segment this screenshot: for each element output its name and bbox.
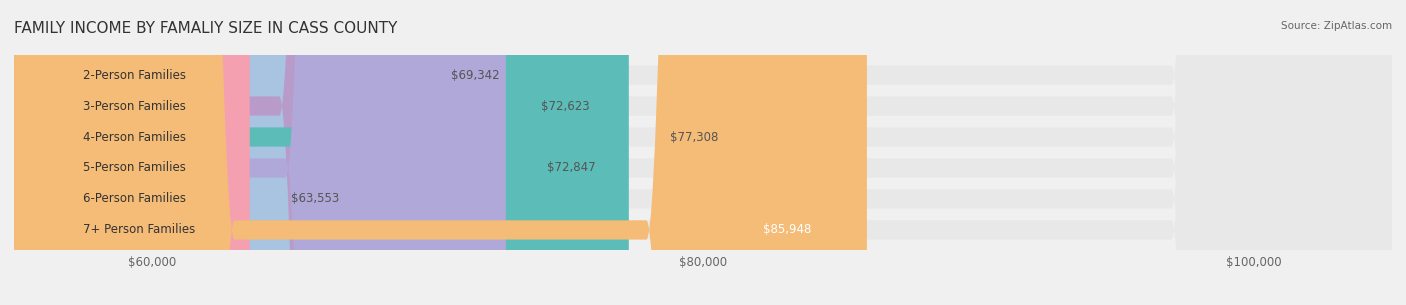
FancyBboxPatch shape xyxy=(14,0,1392,305)
Text: $77,308: $77,308 xyxy=(671,131,718,144)
Text: 3-Person Families: 3-Person Families xyxy=(83,99,186,113)
Text: 4-Person Families: 4-Person Families xyxy=(83,131,186,144)
Text: 5-Person Families: 5-Person Families xyxy=(83,161,186,174)
Text: 6-Person Families: 6-Person Families xyxy=(83,192,186,206)
Text: FAMILY INCOME BY FAMALIY SIZE IN CASS COUNTY: FAMILY INCOME BY FAMALIY SIZE IN CASS CO… xyxy=(14,21,398,36)
Text: Source: ZipAtlas.com: Source: ZipAtlas.com xyxy=(1281,21,1392,31)
FancyBboxPatch shape xyxy=(14,0,1392,305)
Text: $85,948: $85,948 xyxy=(763,224,811,236)
Text: $69,342: $69,342 xyxy=(451,69,499,81)
FancyBboxPatch shape xyxy=(14,0,506,305)
FancyBboxPatch shape xyxy=(14,0,250,305)
Text: 7+ Person Families: 7+ Person Families xyxy=(83,224,195,236)
Text: 2-Person Families: 2-Person Families xyxy=(83,69,186,81)
Text: $72,623: $72,623 xyxy=(541,99,589,113)
Text: $63,553: $63,553 xyxy=(291,192,339,206)
FancyBboxPatch shape xyxy=(14,0,1392,305)
FancyBboxPatch shape xyxy=(14,0,868,305)
FancyBboxPatch shape xyxy=(14,0,1392,305)
FancyBboxPatch shape xyxy=(14,0,628,305)
FancyBboxPatch shape xyxy=(14,0,1392,305)
FancyBboxPatch shape xyxy=(14,0,499,305)
FancyBboxPatch shape xyxy=(14,0,409,305)
Text: $72,847: $72,847 xyxy=(547,161,596,174)
FancyBboxPatch shape xyxy=(14,0,1392,305)
